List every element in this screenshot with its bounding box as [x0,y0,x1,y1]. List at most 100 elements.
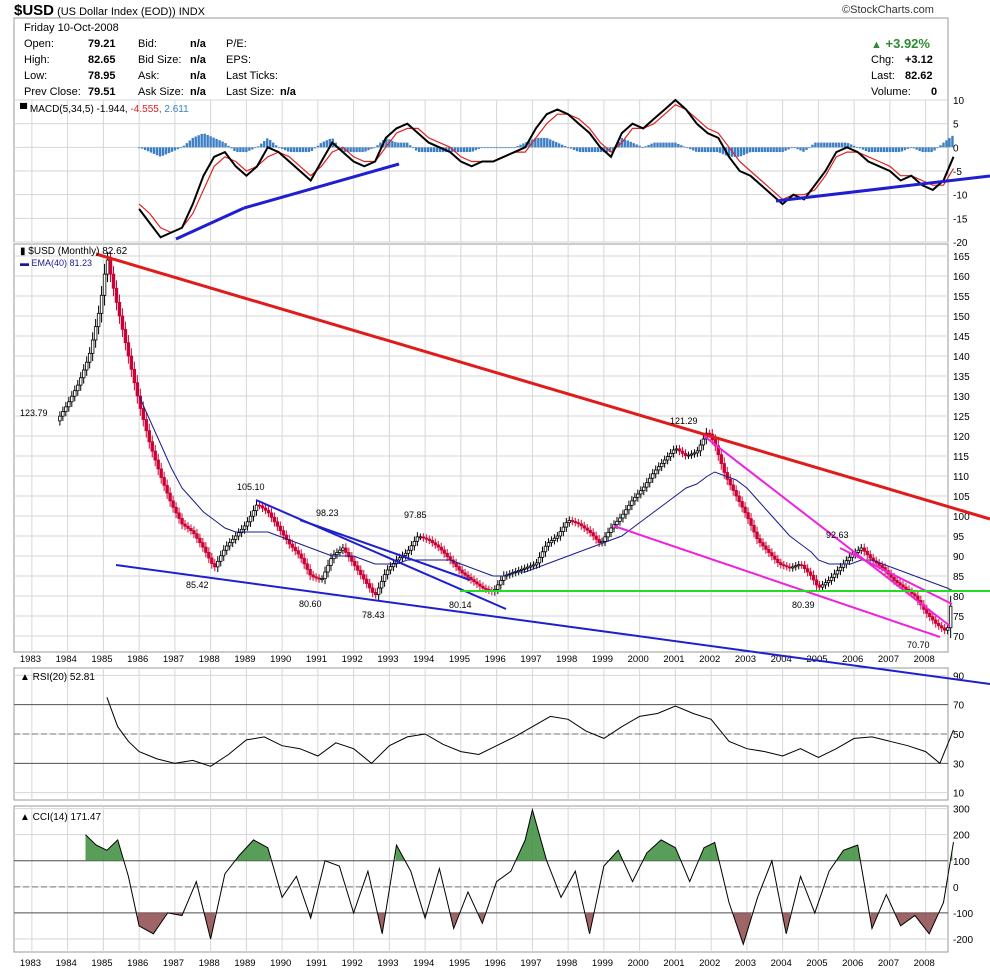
cci-overbought-fill [609,851,622,861]
x-tick-label-1995: 1995 [449,654,470,665]
price-candle-body [531,564,536,567]
macd-histogram-bar [698,147,701,153]
x-tick-label-2008: 2008 [914,654,935,665]
price-candle-body [79,377,83,386]
macd-histogram-bar [507,147,510,149]
price-candle-body [686,454,691,457]
price-candle-body [269,512,274,518]
macd-histogram-bar [578,147,582,153]
price-candle-body [633,496,637,502]
cci-y-tick: 300 [953,805,970,816]
macd-histogram-bar [921,147,924,153]
x-tick-label-1990: 1990 [270,654,291,665]
price-y-tick: 75 [953,612,965,623]
price-candle-body [239,528,244,534]
price-candle-body [376,587,381,596]
price-candle-body [156,459,160,470]
macd-histogram-bar [546,138,549,148]
volume-value: 0 [931,86,938,98]
macd-histogram-bar [492,147,495,149]
price-candle-body [427,538,431,541]
macd-histogram-bar [534,138,537,148]
macd-histogram-bar [435,147,439,153]
macd-histogram-bar [233,147,236,152]
macd-histogram-bar [802,147,805,152]
price-candle-body [359,569,363,576]
macd-histogram-bar [933,147,936,151]
macd-histogram-bar [572,147,576,150]
bid-size-label: Bid Size: [138,54,182,66]
price-y-tick: 80 [953,592,965,603]
price-candle-body [722,463,726,473]
last-ticks-label: Last Ticks: [226,70,278,82]
macd-histogram-bar [155,147,159,156]
macd-histogram-bar [632,143,635,148]
price-candle-body [603,536,607,542]
price-candle-body [436,544,440,548]
stockcharts-credit[interactable]: ©StockCharts.com [842,4,934,16]
price-candle-body [391,562,396,568]
price-candle-body [76,384,80,392]
price-candle-body [260,505,265,509]
macd-histogram-bar [200,133,203,148]
macd-histogram-bar [849,144,853,148]
macd-y-tick: 0 [953,143,959,154]
macd-histogram-bar [593,147,597,153]
price-candle-body [263,507,268,511]
macd-histogram-bar [829,142,832,148]
price-candle-body [368,583,372,589]
macd-histogram-bar [403,142,406,148]
x-tick-label-2004: 2004 [771,654,792,665]
macd-histogram-bar [915,147,918,150]
cci-oversold-fill [870,912,878,929]
macd-histogram-bar [373,147,376,149]
price-candle-body [177,512,181,519]
macd-histogram-bar [948,138,951,148]
price-candle-body [832,573,837,578]
macd-histogram-bar [647,144,650,148]
price-candle-body [132,368,137,384]
macd-trendline-2 [243,162,400,210]
macd-histogram-bar [808,147,811,149]
x-tick-label-bottom-2004: 2004 [771,958,792,969]
macd-histogram-bar [918,147,921,152]
open-label: Open: [24,38,54,50]
macd-histogram-bar [146,147,150,152]
macd-histogram-bar [417,147,421,153]
macd-histogram-bar [662,142,665,148]
macd-histogram-bar [817,142,820,148]
price-candle-body [242,525,247,530]
price-annotation-70.70: 70.70 [907,640,930,650]
x-tick-label-bottom-1988: 1988 [199,958,220,969]
macd-histogram-bar [483,147,486,149]
macd-histogram-bar [224,143,227,148]
macd-histogram-bar [352,147,355,153]
price-y-tick: 160 [953,272,970,283]
price-candle-body [64,406,68,412]
macd-histogram-bar [644,146,647,148]
cci-y-tick: -100 [953,909,973,920]
price-candle-body [344,547,348,553]
price-candle-body [651,473,655,479]
price-candle-body [862,547,866,552]
price-candle-body [788,566,792,569]
price-candle-body [683,452,688,456]
price-candle-body [213,563,217,568]
price-candle-body [829,576,834,581]
price-candle-body [284,534,288,540]
price-y-tick: 95 [953,532,965,543]
macd-histogram-bar [560,144,564,148]
macd-histogram-bar [736,147,740,157]
macd-histogram-bar [274,145,278,148]
price-candle-body [341,547,345,551]
price-y-tick: 155 [953,292,970,303]
price-y-tick: 150 [953,312,970,323]
macd-legend-main: ▀ MACD(5,34,5) -1.944, [20,102,130,115]
price-candle-body [356,565,360,571]
price-candle-body [859,547,863,551]
macd-histogram-bar [668,142,671,148]
price-candle-body [942,627,947,631]
price-candle-body [216,560,220,568]
macd-histogram-bar [760,147,763,153]
cci-oversold-fill [137,912,183,934]
